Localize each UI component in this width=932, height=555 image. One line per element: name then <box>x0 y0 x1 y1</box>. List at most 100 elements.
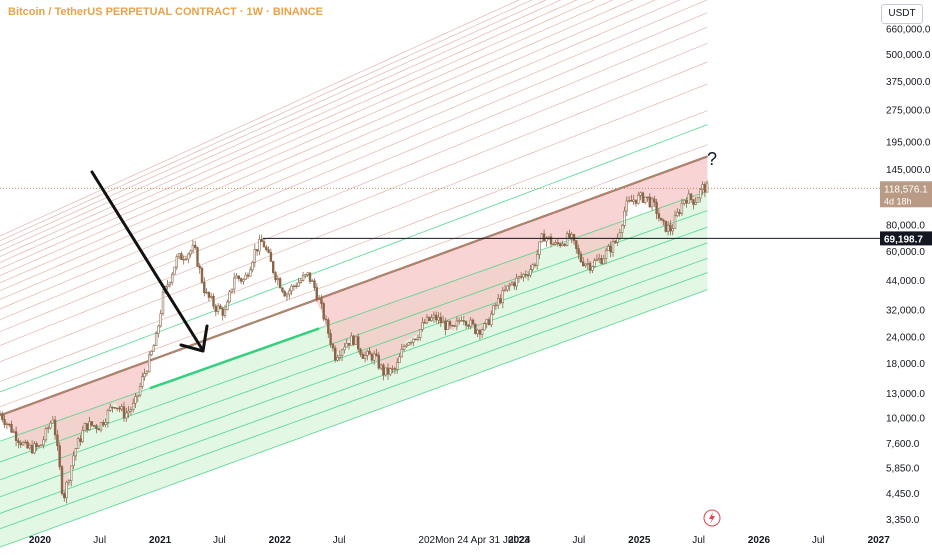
candle-body <box>143 373 146 378</box>
y-tick-label: 32,000.0 <box>886 306 925 317</box>
candle-body <box>705 182 709 193</box>
candle-body <box>340 349 344 356</box>
candle-body <box>136 394 139 397</box>
candle-body <box>416 337 420 340</box>
x-tick-label: 2024 <box>508 535 531 546</box>
candle-body <box>152 345 155 352</box>
upper-band-line <box>0 0 547 247</box>
candle-body <box>662 219 665 222</box>
candle-body <box>632 199 635 202</box>
countdown-label: 4d 18h <box>884 196 912 206</box>
candle-body <box>685 199 688 204</box>
candle-body <box>132 402 135 410</box>
candle-body <box>308 272 312 282</box>
candle-body <box>655 201 658 214</box>
candle-body <box>237 275 240 279</box>
candle-body <box>46 427 50 430</box>
candle-body <box>604 250 608 260</box>
candle-body <box>676 211 679 216</box>
candle-body <box>354 336 358 345</box>
candle-body <box>522 273 525 278</box>
candle-body <box>83 423 87 431</box>
upper-band-line <box>0 0 708 300</box>
candle-body <box>90 421 94 426</box>
candle-body <box>347 342 351 346</box>
candle-body <box>460 320 463 322</box>
candle-body <box>513 282 516 287</box>
red-zone-fill <box>0 156 708 499</box>
candle-body <box>212 295 215 307</box>
candle-body <box>457 320 461 322</box>
candle-body <box>223 309 227 316</box>
candle-body <box>10 423 13 433</box>
candle-body <box>595 259 599 262</box>
candle-body <box>70 465 73 481</box>
candle-body <box>434 314 438 321</box>
candle-body <box>412 338 415 343</box>
candle-body <box>570 234 573 238</box>
candle-body <box>533 264 537 266</box>
candle-body <box>28 444 31 449</box>
candle-body <box>285 293 289 297</box>
green-zone-fill <box>0 191 708 548</box>
upper-band-line <box>0 110 708 382</box>
candle-body <box>607 246 610 251</box>
candle-body <box>76 438 80 449</box>
candle-body <box>203 281 206 293</box>
candle-body <box>370 353 374 361</box>
candle-body <box>44 428 48 441</box>
candle-body <box>641 192 645 203</box>
candle-body <box>646 196 649 199</box>
upper-band-line <box>0 0 562 252</box>
candle-body <box>12 431 15 433</box>
candle-body <box>368 350 371 355</box>
candle-body <box>184 258 188 261</box>
y-tick-label: 18,000.0 <box>886 359 925 370</box>
candle-body <box>180 253 183 260</box>
x-tick-label: Jul <box>93 535 106 546</box>
bolt-icon-glyph <box>709 512 715 524</box>
y-tick-label: 5,850.0 <box>886 463 920 474</box>
candle-body <box>171 273 174 283</box>
current-price-label: 118,576.1 <box>884 184 928 195</box>
candle-body <box>625 200 629 212</box>
candle-body <box>343 346 346 351</box>
candle-body <box>329 333 332 345</box>
candle-body <box>630 200 633 202</box>
candle-body <box>591 266 594 271</box>
y-tick-label: 375,000.0 <box>886 77 931 88</box>
candle-body <box>113 407 117 409</box>
candle-body <box>614 241 617 243</box>
candle-body <box>228 291 231 303</box>
upper-band-line <box>0 144 708 408</box>
candle-body <box>72 455 75 467</box>
candle-body <box>451 324 454 327</box>
upper-band-line <box>0 26 708 320</box>
candle-body <box>65 481 68 499</box>
y-tick-label: 195,000.0 <box>886 138 931 149</box>
candle-body <box>262 241 266 248</box>
candle-body <box>338 355 341 358</box>
candle-body <box>563 243 567 246</box>
candle-body <box>356 336 360 350</box>
candle-body <box>278 278 282 289</box>
candle-body <box>490 313 493 326</box>
candle-body <box>74 448 78 457</box>
y-tick-label: 275,000.0 <box>886 106 931 117</box>
candle-body <box>664 220 668 232</box>
candle-body <box>104 421 107 425</box>
candle-body <box>191 244 195 252</box>
x-tick-overlap-label: 202Mon 24 Apr 31 Jul 23 <box>418 535 530 546</box>
candle-body <box>561 243 564 247</box>
candle-body <box>634 199 638 204</box>
candle-body <box>200 267 204 283</box>
candle-body <box>294 285 298 287</box>
candle-body <box>494 304 498 307</box>
currency-selector-button[interactable]: USDT <box>881 4 923 24</box>
candle-body <box>239 278 243 282</box>
upper-band-line <box>0 0 595 263</box>
candle-body <box>455 320 459 327</box>
candle-body <box>568 233 571 238</box>
